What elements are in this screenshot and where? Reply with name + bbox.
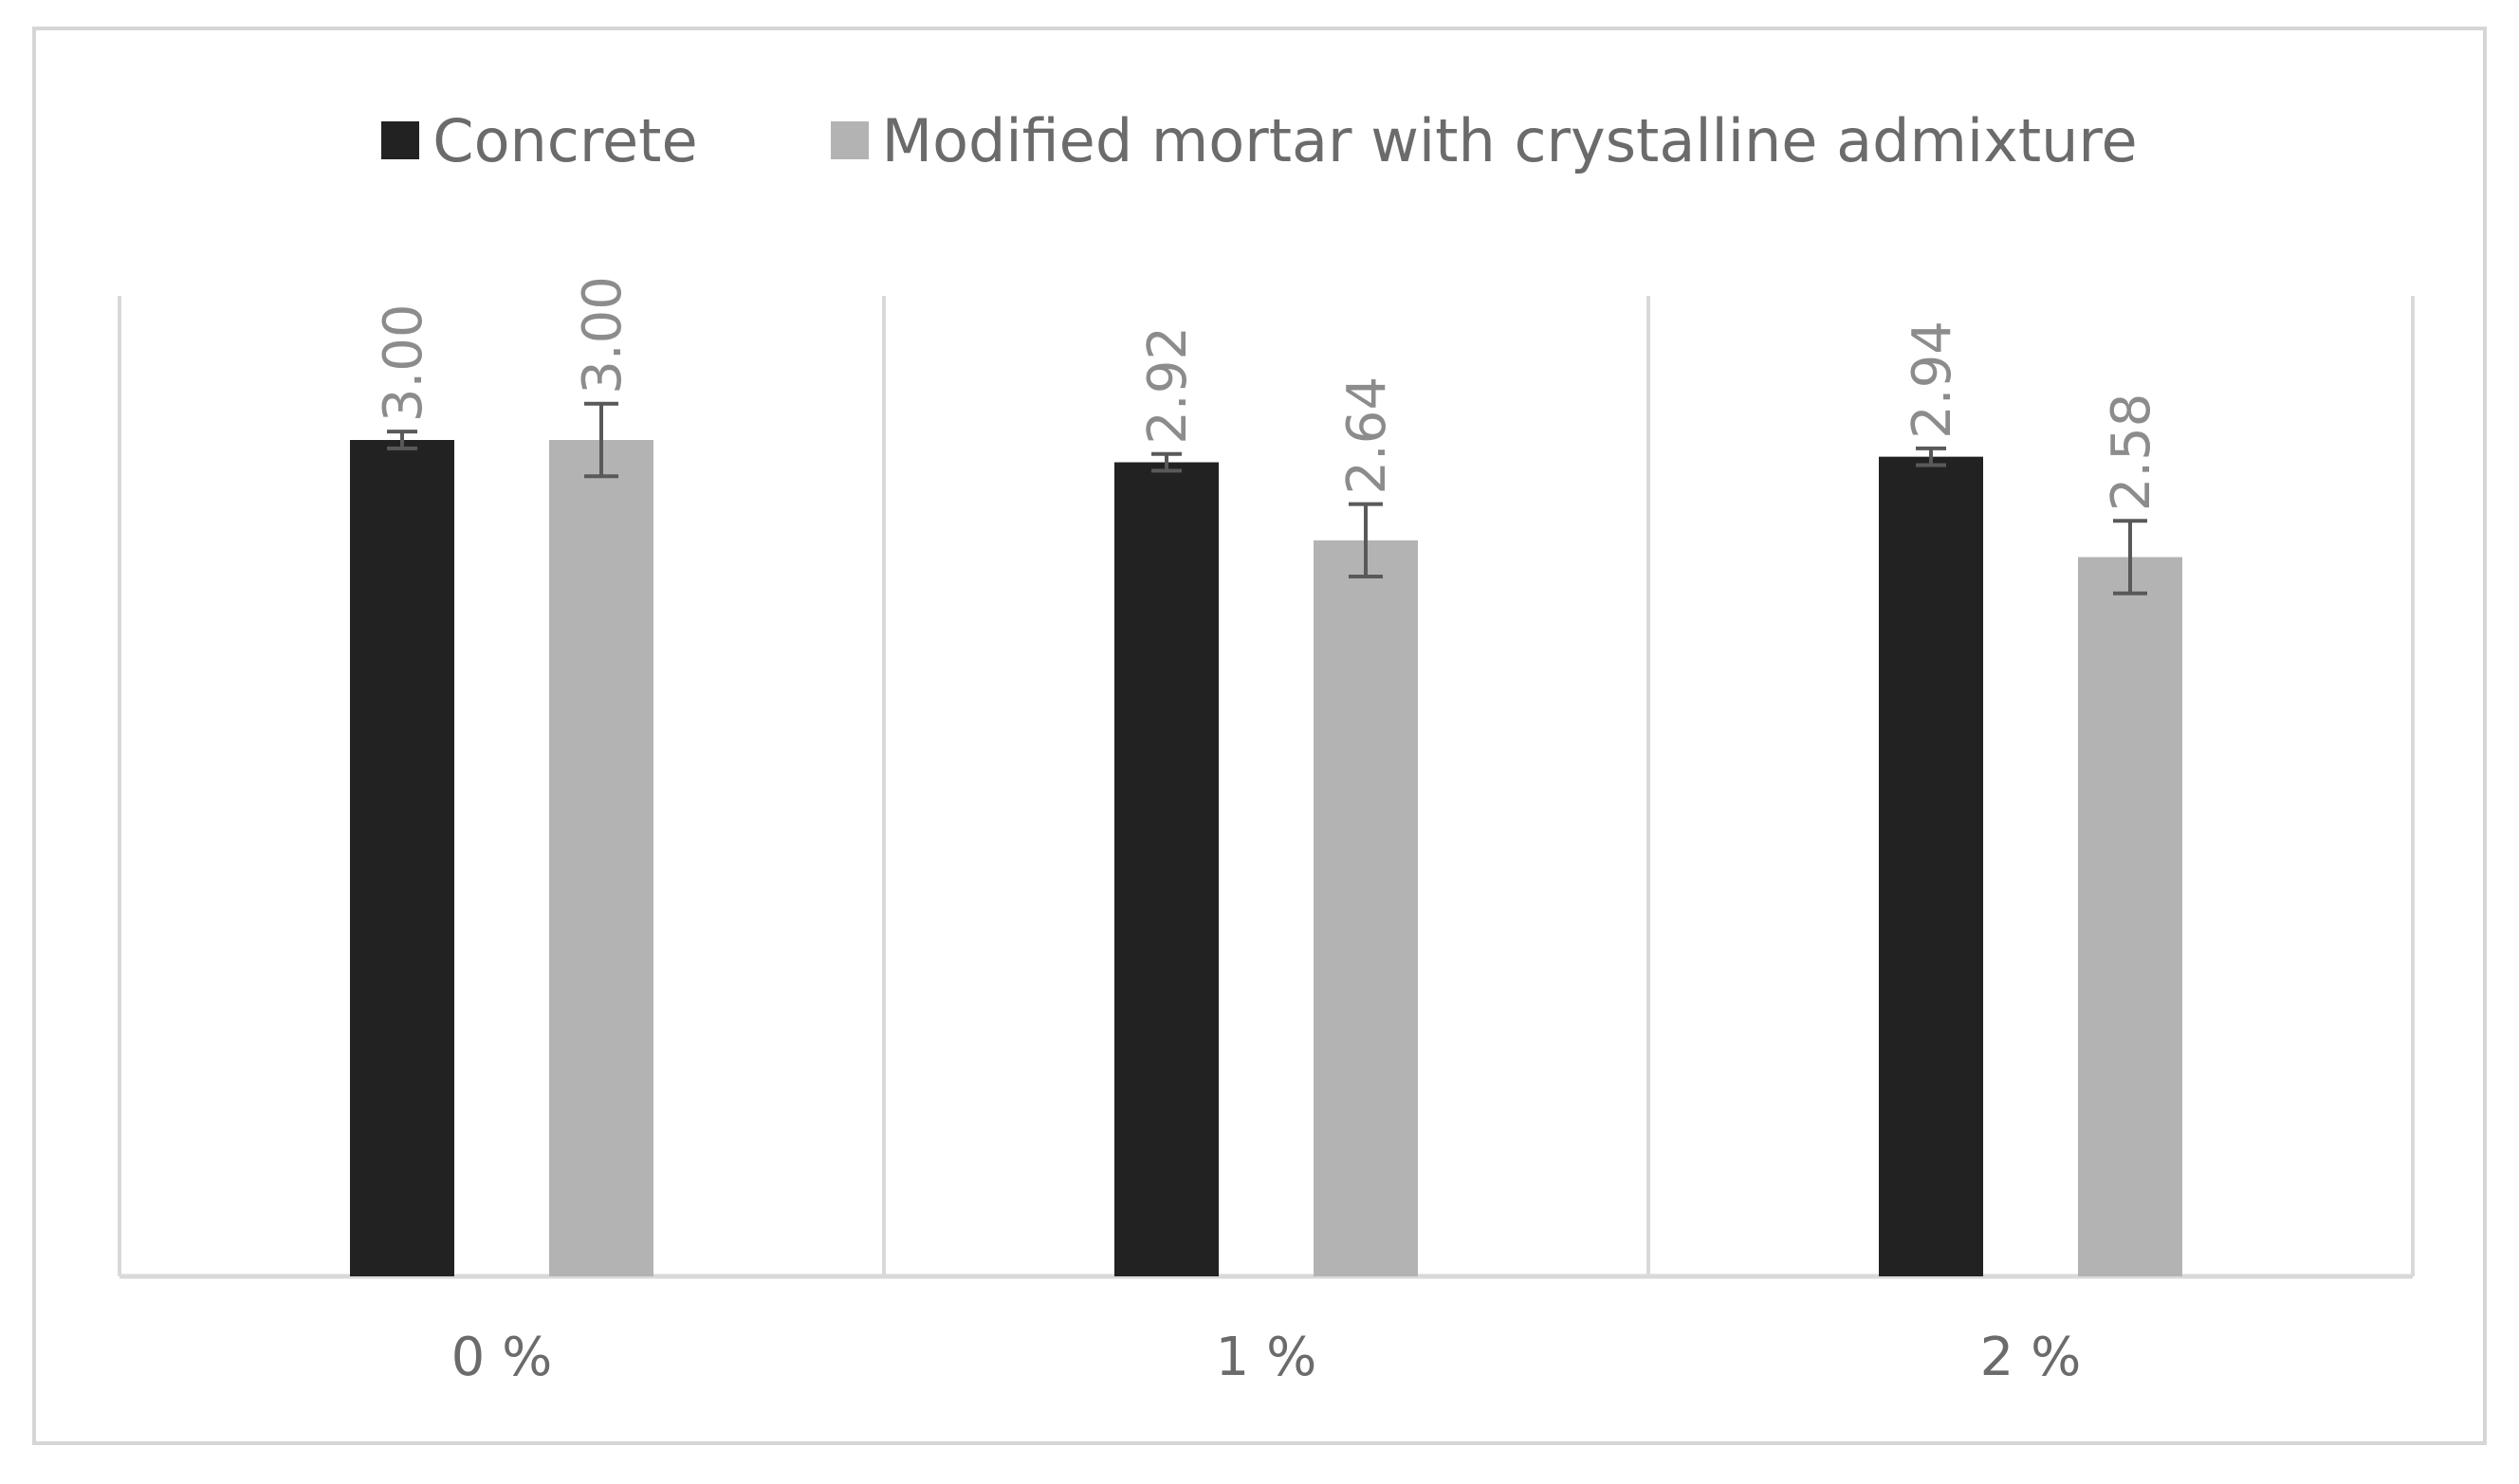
x-tick-label: 1 % [1216, 1327, 1317, 1388]
data-label: 3.00 [572, 276, 634, 394]
x-tick-label: 2 % [1980, 1327, 2082, 1388]
data-label: 2.94 [1902, 321, 1963, 439]
data-label: 2.58 [2101, 394, 2162, 512]
bar-modified-mortar [1314, 540, 1418, 1276]
x-tick-label: 0 % [451, 1327, 553, 1388]
legend: Concrete Modified mortar with crystallin… [0, 102, 2519, 178]
bar-modified-mortar [549, 440, 653, 1276]
bar-concrete [1879, 456, 1983, 1276]
legend-label-concrete: Concrete [432, 105, 698, 175]
legend-item-concrete: Concrete [381, 105, 698, 175]
legend-item-modified-mortar: Modified mortar with crystalline admixtu… [830, 105, 2138, 175]
legend-label-modified-mortar: Modified mortar with crystalline admixtu… [881, 105, 2138, 175]
bar-modified-mortar [2078, 557, 2182, 1276]
data-label: 2.92 [1137, 326, 1199, 445]
data-label: 3.00 [373, 303, 434, 422]
bar-concrete [1114, 462, 1219, 1276]
bar-concrete [350, 440, 454, 1276]
data-label: 2.64 [1336, 376, 1398, 495]
legend-swatch-concrete [381, 121, 420, 159]
legend-swatch-modified-mortar [830, 121, 869, 159]
